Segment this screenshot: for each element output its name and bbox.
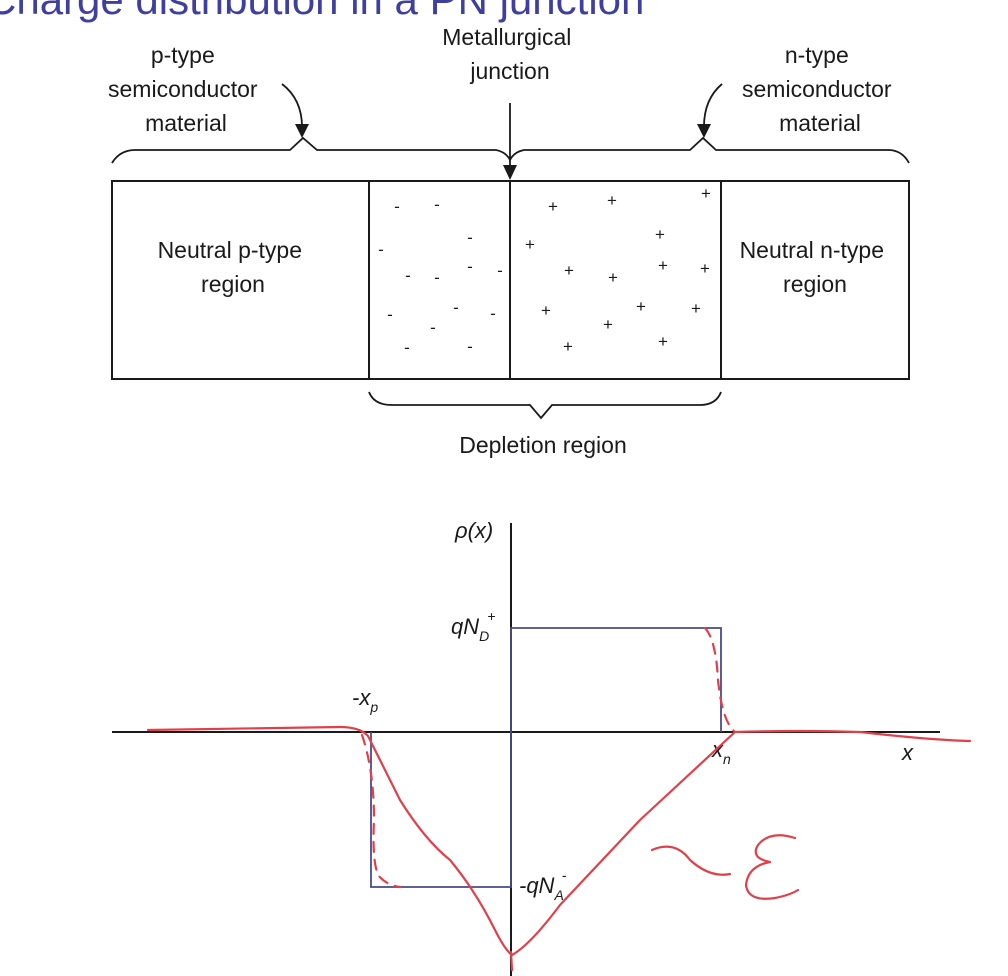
charge-density-profile [370,627,722,888]
right-step-dashes [703,626,736,733]
negative-charge-1: - [434,195,440,214]
neutral-n-region-label: Neutral n-type region [740,237,891,297]
p-type-arrow-head [295,124,309,138]
positive-charge-2: + [701,184,711,203]
negative-charge-2: - [467,228,473,247]
epsilon-symbol [744,834,800,900]
slide-title: Charge distribution in a PN junction [0,0,644,23]
n-type-material-label: n-type semiconductor material [742,42,898,136]
metallurgical-junction-label: Metallurgical junction [442,24,578,84]
negative-charge-7: - [497,261,503,280]
bottom-tick-mark [509,950,514,972]
n-type-arrow-head [697,124,711,138]
p-type-material-label: p-type semiconductor material [108,42,264,136]
negative-charge-12: - [404,338,410,357]
positive-charge-9: + [541,301,551,320]
p-type-arrow [281,83,303,131]
negative-charge-6: - [467,257,473,276]
positive-charge-7: + [658,256,668,275]
negative-charge-5: - [434,268,440,287]
positive-charge-5: + [564,261,574,280]
charge-density-plot: ρ(x) qND+ -qNA- -xp xn x [112,518,940,976]
negative-charge-8: - [387,305,393,324]
electric-field-curve [146,725,972,957]
depletion-brace [368,391,722,420]
rho-axis-label: ρ(x) [454,518,493,543]
xp-label: -xp [352,685,378,715]
positive-charge-3: + [655,225,665,244]
negative-charge-0: - [394,197,400,216]
positive-charge-11: + [636,297,646,316]
positive-charge-1: + [607,191,617,210]
depletion-region-label: Depletion region [459,432,627,458]
negative-charge-9: - [430,318,436,337]
positive-charge-4: + [525,235,535,254]
positive-charge-10: + [603,315,613,334]
qna-label: -qNA- [519,867,567,903]
epsilon-pointer [650,845,732,876]
positive-charge-8: + [700,259,710,278]
qnd-label: qND+ [451,608,495,644]
negative-charge-3: - [378,240,384,259]
n-type-arrow [703,83,723,131]
handwritten-electric-field [146,626,972,972]
diagram-labels: p-type semiconductor material Metallurgi… [108,24,898,458]
positive-charge-13: + [563,337,573,356]
negative-charge-11: - [490,304,496,323]
positive-charge-0: + [548,197,558,216]
negative-charge-4: - [405,266,411,285]
positive-charge-6: + [608,268,618,287]
neutral-p-region-label: Neutral p-type region [158,237,309,297]
positive-charge-12: + [691,299,701,318]
negative-charges: - ---- -- ---- -- - [378,195,503,357]
negative-charge-10: - [453,298,459,317]
junction-arrow-head [503,165,517,180]
positive-charges: + + + + + + + + + + + + + + + [525,184,711,356]
negative-charge-13: - [467,337,473,356]
junction-block-diagram [111,83,910,420]
left-step-dashes [360,733,402,889]
x-axis-label: x [901,740,914,765]
positive-charge-14: + [658,332,668,351]
